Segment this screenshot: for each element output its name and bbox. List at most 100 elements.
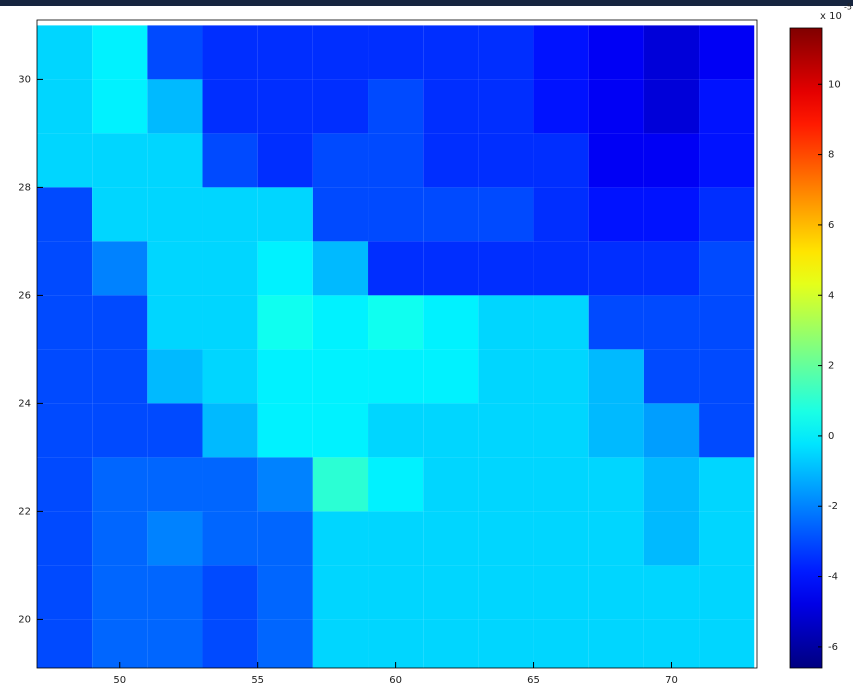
- heat-cell: [92, 241, 147, 295]
- heat-cell: [368, 403, 423, 457]
- heat-cell: [644, 25, 699, 79]
- heat-cell: [368, 241, 423, 295]
- heat-cell: [258, 187, 313, 241]
- heat-cell: [203, 241, 258, 295]
- heat-cell: [644, 619, 699, 668]
- x-tick-label: 50: [113, 675, 126, 686]
- heat-cell: [368, 295, 423, 349]
- heat-cell: [92, 133, 147, 187]
- heat-cell: [147, 619, 202, 668]
- heat-cell: [147, 565, 202, 619]
- heat-cell: [589, 511, 644, 565]
- heat-cell: [699, 619, 754, 668]
- heat-cell: [644, 133, 699, 187]
- heat-cell: [368, 619, 423, 668]
- heatmap: [37, 25, 754, 668]
- heat-cell: [589, 565, 644, 619]
- heat-cell: [203, 511, 258, 565]
- heat-cell: [644, 349, 699, 403]
- heat-cell: [589, 25, 644, 79]
- heat-cell: [699, 565, 754, 619]
- chart: x 10 -5 5055606570202224262830-6-4-20246…: [0, 0, 853, 688]
- heat-cell: [534, 295, 589, 349]
- heat-cell: [589, 349, 644, 403]
- heat-cell: [92, 619, 147, 668]
- y-tick-label: 22: [18, 506, 31, 517]
- heat-cell: [589, 187, 644, 241]
- heat-cell: [37, 295, 92, 349]
- heat-cell: [258, 349, 313, 403]
- heat-cell: [478, 511, 533, 565]
- heat-cell: [368, 187, 423, 241]
- heat-cell: [203, 349, 258, 403]
- colorbar-tick-label: -4: [828, 572, 838, 583]
- heat-cell: [258, 241, 313, 295]
- y-tick-label: 20: [18, 614, 31, 625]
- colorbar: [790, 28, 822, 668]
- colorbar-tick-label: 2: [828, 361, 834, 372]
- heat-cell: [423, 25, 478, 79]
- heat-cell: [37, 187, 92, 241]
- heat-cell: [589, 241, 644, 295]
- heat-cell: [258, 79, 313, 133]
- x-tick-label: 65: [527, 675, 540, 686]
- heat-cell: [699, 349, 754, 403]
- heat-cell: [699, 457, 754, 511]
- heat-cell: [478, 349, 533, 403]
- heat-cell: [92, 511, 147, 565]
- heat-cell: [644, 187, 699, 241]
- heat-cell: [313, 187, 368, 241]
- heat-cell: [203, 565, 258, 619]
- heat-cell: [534, 619, 589, 668]
- heat-cell: [92, 187, 147, 241]
- heat-cell: [368, 511, 423, 565]
- heat-cell: [147, 79, 202, 133]
- heat-cell: [423, 187, 478, 241]
- heat-cell: [313, 241, 368, 295]
- heat-cell: [534, 565, 589, 619]
- colorbar-tick-label: 4: [828, 290, 834, 301]
- heat-cell: [644, 403, 699, 457]
- heat-cell: [258, 619, 313, 668]
- heat-cell: [478, 619, 533, 668]
- heat-cell: [589, 79, 644, 133]
- heat-cell: [368, 457, 423, 511]
- heat-cell: [368, 25, 423, 79]
- heat-cell: [589, 457, 644, 511]
- heat-cell: [37, 565, 92, 619]
- colorbar-exponent-power: -5: [844, 3, 852, 12]
- heat-cell: [92, 295, 147, 349]
- heat-cell: [699, 511, 754, 565]
- heat-cell: [258, 133, 313, 187]
- y-tick-label: 24: [18, 398, 31, 409]
- heat-cell: [203, 79, 258, 133]
- heat-cell: [313, 457, 368, 511]
- y-tick-label: 28: [18, 182, 31, 193]
- colorbar-tick-label: 0: [828, 431, 834, 442]
- heat-cell: [534, 25, 589, 79]
- heat-cell: [423, 565, 478, 619]
- heat-cell: [258, 565, 313, 619]
- heat-cell: [478, 187, 533, 241]
- heat-cell: [423, 79, 478, 133]
- heat-cell: [313, 349, 368, 403]
- heat-cell: [92, 457, 147, 511]
- heat-cell: [203, 619, 258, 668]
- heat-cell: [37, 403, 92, 457]
- heat-cell: [37, 511, 92, 565]
- heat-cell: [644, 295, 699, 349]
- heat-cell: [589, 133, 644, 187]
- heat-cell: [534, 457, 589, 511]
- heat-cell: [534, 511, 589, 565]
- heat-cell: [313, 619, 368, 668]
- heat-cell: [147, 241, 202, 295]
- x-tick-label: 60: [389, 675, 402, 686]
- heat-cell: [644, 511, 699, 565]
- heat-cell: [478, 295, 533, 349]
- heat-cell: [644, 241, 699, 295]
- heat-cell: [699, 295, 754, 349]
- heat-cell: [478, 79, 533, 133]
- heat-cell: [313, 133, 368, 187]
- heat-cell: [534, 133, 589, 187]
- heat-cell: [313, 25, 368, 79]
